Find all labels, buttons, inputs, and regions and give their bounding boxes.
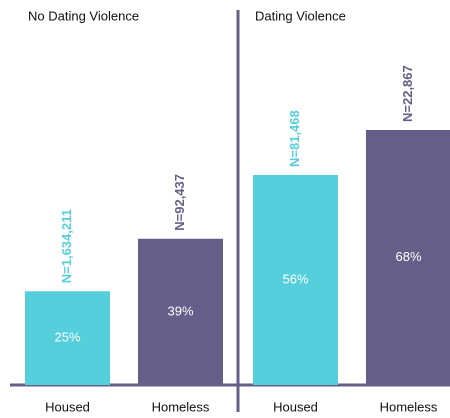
- x-tick-label: Housed: [273, 399, 318, 414]
- n-annotation: N=22,867: [400, 65, 415, 122]
- value-label: 39%: [167, 303, 193, 318]
- x-tick-label: Homeless: [380, 399, 438, 414]
- n-annotation: N=1,634,211: [59, 209, 74, 283]
- bar: [138, 238, 223, 385]
- panel-title: Dating Violence: [255, 8, 346, 23]
- bar: [253, 175, 338, 385]
- panel-title: No Dating Violence: [28, 8, 139, 23]
- n-annotation: N=92,437: [172, 174, 187, 231]
- bar: [25, 291, 110, 385]
- value-label: 68%: [395, 249, 421, 264]
- bar: [366, 130, 450, 385]
- value-label: 56%: [282, 271, 308, 286]
- x-tick-label: Homeless: [152, 399, 210, 414]
- n-annotation: N=81,468: [287, 110, 302, 167]
- x-tick-label: Housed: [45, 399, 90, 414]
- value-label: 25%: [54, 330, 80, 345]
